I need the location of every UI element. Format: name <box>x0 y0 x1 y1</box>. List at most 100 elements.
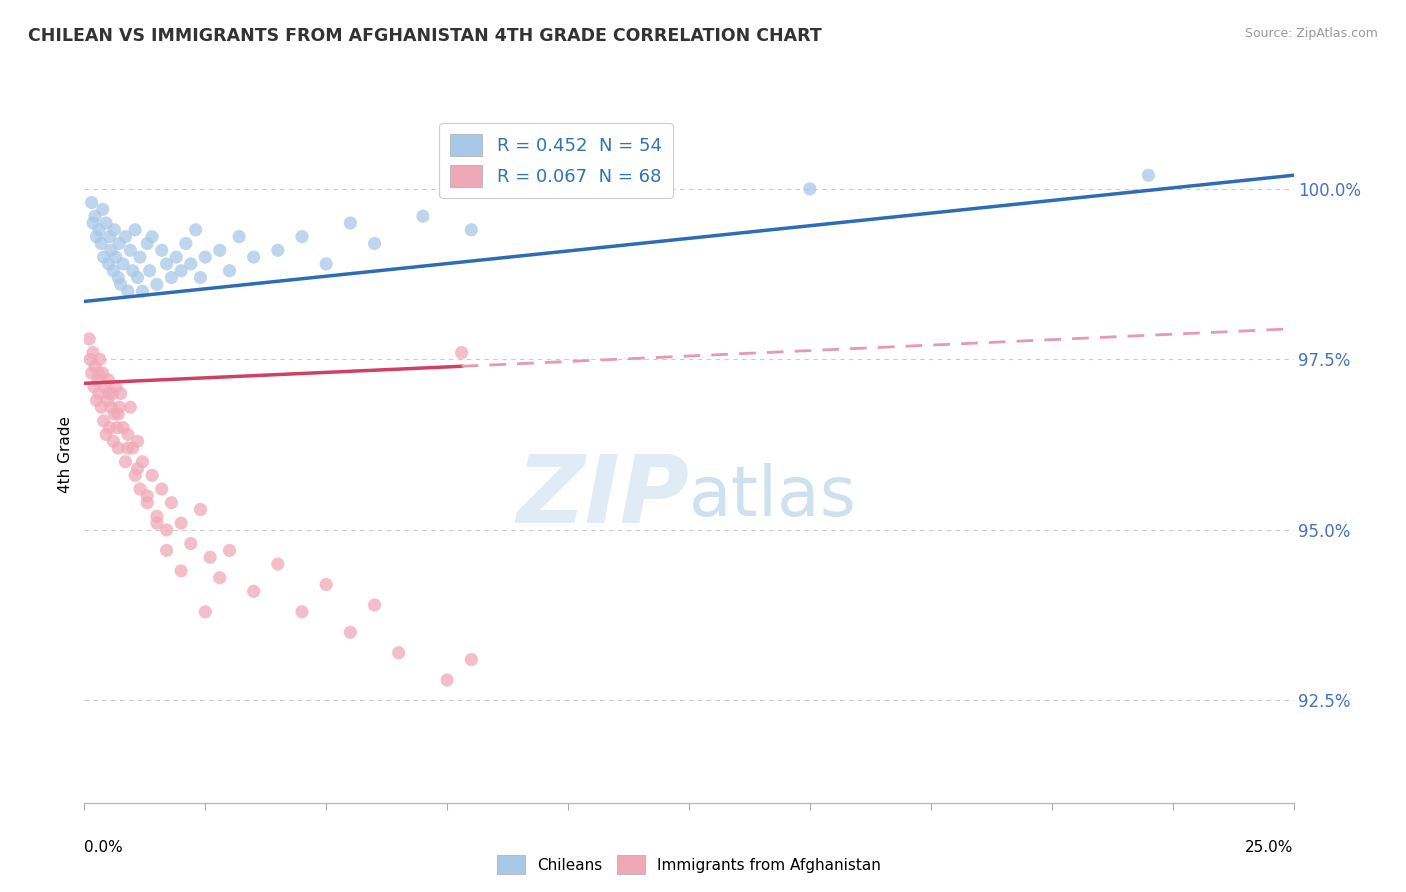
Point <box>80 366 103 380</box>
Text: 25.0%: 25.0% <box>1246 840 1294 855</box>
Point <box>136 236 159 251</box>
Point <box>108 236 131 251</box>
Point <box>146 516 169 530</box>
Point <box>315 257 337 271</box>
Point <box>136 489 159 503</box>
Legend: R = 0.452  N = 54, R = 0.067  N = 68: R = 0.452 N = 54, R = 0.067 N = 68 <box>439 123 672 198</box>
Point <box>170 564 193 578</box>
Point <box>388 646 411 660</box>
Point <box>94 427 117 442</box>
Point <box>98 229 121 244</box>
Point <box>150 244 173 258</box>
Point <box>110 277 132 292</box>
Point <box>190 502 212 516</box>
Point <box>93 380 115 394</box>
Point <box>363 598 385 612</box>
Point <box>141 229 163 244</box>
Point <box>799 182 821 196</box>
Point <box>198 550 221 565</box>
Point <box>129 250 152 264</box>
Point <box>170 516 193 530</box>
Point <box>218 543 240 558</box>
Point <box>87 223 110 237</box>
Point <box>87 386 110 401</box>
Point <box>267 557 290 571</box>
Point <box>208 571 231 585</box>
Point <box>100 244 122 258</box>
Point <box>127 270 149 285</box>
Point <box>97 386 120 401</box>
Point <box>150 482 173 496</box>
Point <box>267 244 290 258</box>
Point <box>291 605 314 619</box>
Point <box>160 496 183 510</box>
Point <box>91 366 114 380</box>
Point <box>114 455 136 469</box>
Point <box>93 414 115 428</box>
Point <box>1137 168 1160 182</box>
Point <box>127 434 149 449</box>
Point <box>112 257 135 271</box>
Point <box>117 284 139 298</box>
Point <box>124 468 146 483</box>
Text: 0.0%: 0.0% <box>84 840 124 855</box>
Point <box>165 250 187 264</box>
Point <box>180 257 202 271</box>
Point <box>363 236 385 251</box>
Point <box>94 216 117 230</box>
Point <box>82 216 104 230</box>
Point <box>138 264 160 278</box>
Point <box>87 366 110 380</box>
Point <box>174 236 197 251</box>
Point <box>103 264 125 278</box>
Point <box>194 605 217 619</box>
Point <box>84 359 107 374</box>
Point <box>124 223 146 237</box>
Point <box>242 584 264 599</box>
Point <box>97 393 120 408</box>
Point <box>146 509 169 524</box>
Point <box>89 352 111 367</box>
Y-axis label: 4th Grade: 4th Grade <box>58 417 73 493</box>
Point <box>339 216 361 230</box>
Point <box>194 250 217 264</box>
Point <box>228 229 250 244</box>
Point <box>103 434 125 449</box>
Point <box>184 223 207 237</box>
Point <box>86 229 108 244</box>
Point <box>121 441 143 455</box>
Point <box>103 223 125 237</box>
Point <box>114 229 136 244</box>
Point <box>180 536 202 550</box>
Point <box>84 209 107 223</box>
Point <box>146 277 169 292</box>
Point <box>103 407 125 421</box>
Point <box>105 420 128 434</box>
Point <box>291 229 314 244</box>
Point <box>190 270 212 285</box>
Point <box>97 373 120 387</box>
Point <box>83 380 105 394</box>
Point <box>155 257 177 271</box>
Point <box>107 270 129 285</box>
Point <box>160 270 183 285</box>
Point <box>131 284 153 298</box>
Text: ZIP: ZIP <box>516 450 689 542</box>
Point <box>117 427 139 442</box>
Point <box>218 264 240 278</box>
Point <box>98 420 121 434</box>
Point <box>101 386 124 401</box>
Point <box>80 195 103 210</box>
Point <box>121 264 143 278</box>
Point <box>117 441 139 455</box>
Point <box>104 380 127 394</box>
Point <box>315 577 337 591</box>
Point <box>460 223 482 237</box>
Point <box>77 332 100 346</box>
Point <box>127 461 149 475</box>
Point <box>155 523 177 537</box>
Point <box>82 345 104 359</box>
Point <box>112 420 135 434</box>
Point <box>110 386 132 401</box>
Point <box>450 345 472 359</box>
